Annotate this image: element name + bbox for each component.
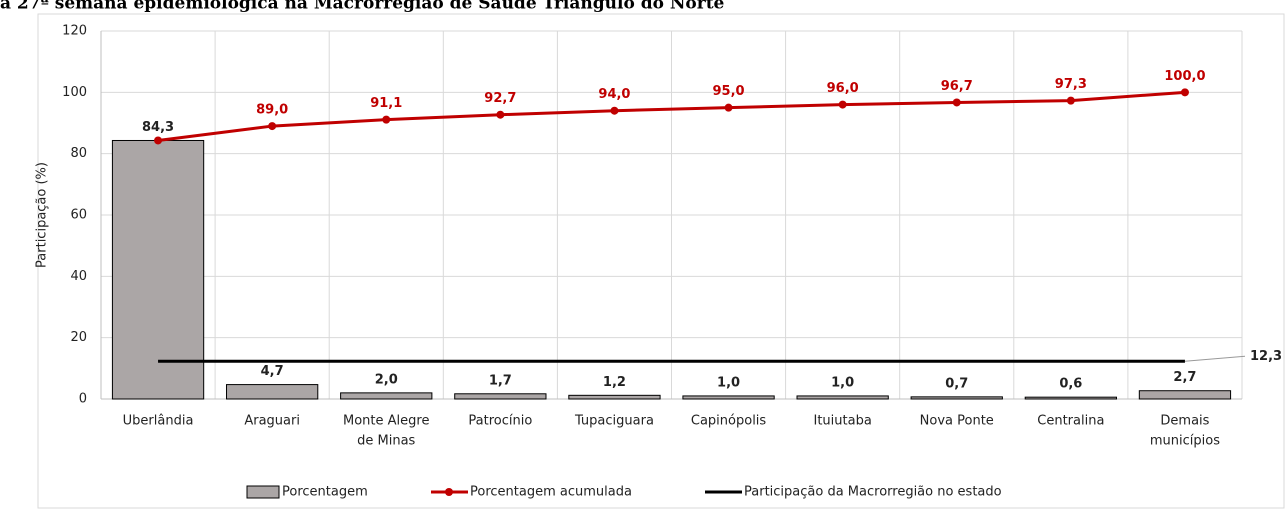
x-tick-label: Ituiutaba <box>813 414 871 429</box>
line-value-label: 96,7 <box>941 79 973 94</box>
y-tick-label: 100 <box>62 85 87 100</box>
bar-value-label: 0,7 <box>945 376 968 391</box>
bar <box>568 394 661 400</box>
line-point <box>382 115 391 124</box>
bar <box>796 395 889 400</box>
x-tick-label: Tupaciguara <box>574 414 654 429</box>
y-tick-label: 40 <box>70 269 87 284</box>
x-tick-label: municípios <box>1150 434 1220 449</box>
bar <box>1024 396 1117 400</box>
y-tick-label: 120 <box>62 24 87 39</box>
x-tick-label: Patrocínio <box>468 414 532 429</box>
bar-value-label: 84,3 <box>142 120 174 135</box>
line-point <box>268 122 277 131</box>
y-axis-label: Participação (%) <box>35 162 50 268</box>
line-point <box>724 103 733 112</box>
line-point <box>1066 96 1075 105</box>
y-tick-label: 60 <box>70 208 87 223</box>
line-point <box>154 136 163 145</box>
legend-label: Porcentagem acumulada <box>470 485 632 500</box>
reference-value-label: 12,3 <box>1250 349 1282 364</box>
line-value-label: 92,7 <box>484 91 516 106</box>
bar <box>682 395 775 400</box>
line-value-label: 94,0 <box>598 87 630 102</box>
line-point <box>952 98 961 107</box>
chart-frame <box>37 13 1285 509</box>
y-tick-label: 80 <box>70 146 87 161</box>
reference-leader <box>1184 355 1246 362</box>
x-tick-label: Monte Alegre <box>343 414 429 429</box>
x-tick-label: de Minas <box>357 434 415 449</box>
x-tick-label: Uberlândia <box>123 414 194 429</box>
legend-label: Porcentagem <box>282 485 368 500</box>
bar <box>226 384 319 400</box>
line-value-label: 95,0 <box>713 84 745 99</box>
y-tick-label: 20 <box>70 330 87 345</box>
line-value-label: 97,3 <box>1055 77 1087 92</box>
bar-value-label: 1,2 <box>603 375 626 390</box>
x-tick-label: Nova Ponte <box>920 414 994 429</box>
line-point <box>610 106 619 115</box>
y-tick-label: 0 <box>79 392 87 407</box>
x-tick-label: Araguari <box>244 414 300 429</box>
bar-value-label: 4,7 <box>261 364 284 379</box>
bar-value-label: 1,0 <box>717 375 740 390</box>
line-value-label: 100,0 <box>1164 69 1205 84</box>
bar <box>910 396 1003 400</box>
legend-swatch <box>445 488 453 496</box>
line-series <box>157 90 1186 142</box>
legend-label: Participação da Macrorregião no estado <box>744 485 1002 500</box>
bar <box>340 392 433 400</box>
bar-value-label: 2,7 <box>1173 370 1196 385</box>
line-point <box>838 100 847 109</box>
bar-value-label: 1,7 <box>489 373 512 388</box>
bar-value-label: 0,6 <box>1059 377 1082 392</box>
line-value-label: 91,1 <box>370 96 402 111</box>
bar <box>454 393 547 400</box>
line-value-label: 96,0 <box>827 81 859 96</box>
line-point <box>496 110 505 119</box>
x-tick-label: Centralina <box>1037 414 1104 429</box>
bar <box>1138 390 1232 400</box>
bar-value-label: 1,0 <box>831 375 854 390</box>
x-tick-label: Capinópolis <box>691 414 767 429</box>
legend-swatch <box>246 485 280 499</box>
x-tick-label: Demais <box>1160 414 1209 429</box>
line-point <box>1180 88 1189 97</box>
bar-value-label: 2,0 <box>375 372 398 387</box>
line-value-label: 89,0 <box>256 103 288 118</box>
chart-title: a 27ª semana epidemiológica na Macrorreg… <box>0 0 725 14</box>
